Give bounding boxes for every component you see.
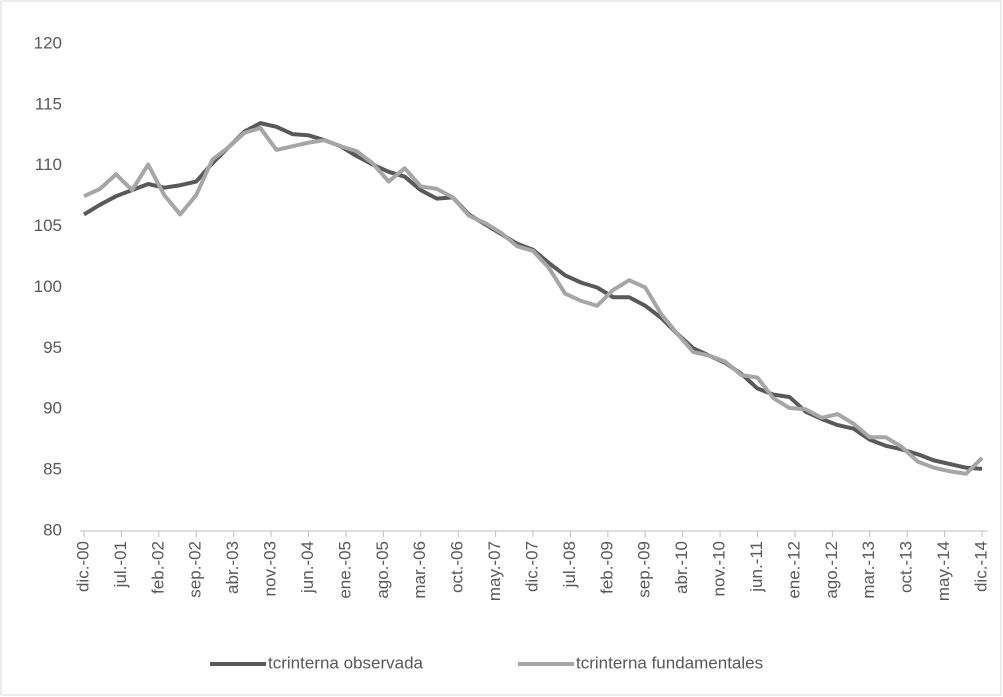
legend-label: tcrinterna fundamentales bbox=[576, 653, 763, 672]
legend-label: tcrinterna observada bbox=[268, 653, 424, 672]
x-tick-label: sep.-02 bbox=[186, 541, 205, 598]
x-tick-label: jun.-11 bbox=[747, 541, 766, 593]
x-tick-label: jul.-08 bbox=[560, 541, 579, 588]
x-tick-label: mar.-06 bbox=[410, 541, 429, 599]
x-tick-label: abr.-03 bbox=[223, 541, 242, 594]
x-tick-label: abr.-10 bbox=[672, 541, 691, 594]
x-tick-label: ago.-05 bbox=[373, 541, 392, 599]
x-tick-label: dic.-14 bbox=[971, 541, 990, 592]
x-tick-label: sep.-09 bbox=[635, 541, 654, 598]
x-tick-label: feb.-09 bbox=[597, 541, 616, 594]
x-tick-label: nov.-10 bbox=[710, 541, 729, 596]
y-tick-label: 80 bbox=[43, 520, 62, 539]
x-tick-label: may.-14 bbox=[934, 541, 953, 601]
x-tick-label: ago.-12 bbox=[822, 541, 841, 599]
y-tick-label: 105 bbox=[34, 216, 62, 235]
y-tick-label: 90 bbox=[43, 399, 62, 418]
x-tick-label: ene.-05 bbox=[335, 541, 354, 599]
x-tick-label: oct.-13 bbox=[897, 541, 916, 593]
y-tick-label: 95 bbox=[43, 338, 62, 357]
x-tick-label: nov.-03 bbox=[261, 541, 280, 596]
x-tick-label: feb.-02 bbox=[148, 541, 167, 594]
x-tick-label: mar.-13 bbox=[859, 541, 878, 599]
x-tick-label: jul.-01 bbox=[111, 541, 130, 588]
x-tick-label: dic.-00 bbox=[73, 541, 92, 592]
y-tick-label: 85 bbox=[43, 460, 62, 479]
x-tick-label: ene.-12 bbox=[784, 541, 803, 599]
series-line bbox=[83, 126, 984, 476]
y-tick-label: 110 bbox=[35, 155, 62, 174]
x-tick-label: may.-07 bbox=[485, 541, 504, 601]
x-tick-label: oct.-06 bbox=[448, 541, 467, 593]
y-tick-label: 115 bbox=[35, 94, 62, 113]
x-tick-label: jun.-04 bbox=[298, 541, 317, 594]
x-tick-label: dic.-07 bbox=[522, 541, 541, 592]
y-tick-label: 120 bbox=[34, 33, 62, 52]
y-tick-label: 100 bbox=[34, 277, 62, 296]
